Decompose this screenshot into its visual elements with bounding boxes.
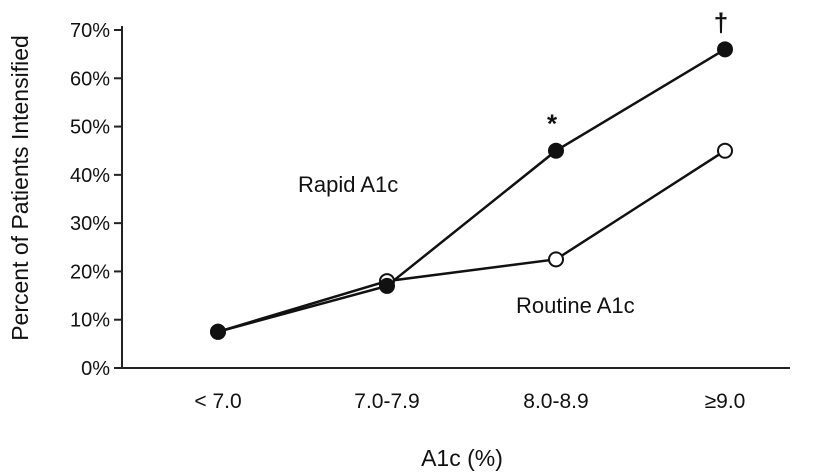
data-point-rapid <box>717 41 733 58</box>
series-line-routine <box>217 149 726 333</box>
x-tick-label: ≥9.0 <box>705 390 746 413</box>
data-point-rapid <box>548 142 564 159</box>
y-tick-label: 70% <box>70 20 110 42</box>
y-tick-label: 60% <box>70 68 110 90</box>
series-line-rapid <box>217 48 726 333</box>
y-axis-title: Percent of Patients Intensified <box>7 35 33 341</box>
data-point-routine <box>717 142 733 159</box>
y-tick-label: 30% <box>70 213 110 235</box>
series-label-rapid: Rapid A1c <box>298 172 398 197</box>
data-point-rapid <box>379 277 395 294</box>
x-tick-label: 8.0-8.9 <box>523 390 588 413</box>
series-label-routine: Routine A1c <box>516 293 635 318</box>
x-tick-label: < 7.0 <box>194 390 241 413</box>
y-tick-label: 20% <box>70 261 110 283</box>
significance-marker: † <box>714 7 728 37</box>
y-tick-label: 10% <box>70 310 110 332</box>
chart-axes: 0% 10% 20% 30% 40% 50% 60% 70% < 7.0 7.0-7.9 8.0-8… <box>70 20 790 413</box>
y-tick-label: 40% <box>70 165 110 187</box>
chart-series: *† <box>210 7 733 340</box>
x-tick-label: 7.0-7.9 <box>354 390 419 413</box>
chart-labels: Percent of Patients Intensified A1c (%) … <box>7 35 635 471</box>
y-tick-label: 0% <box>81 358 110 380</box>
data-point-routine <box>548 251 564 268</box>
significance-marker: * <box>547 109 558 139</box>
x-axis-title: A1c (%) <box>421 445 503 471</box>
data-point-rapid <box>210 323 226 340</box>
y-tick-label: 50% <box>70 117 110 139</box>
